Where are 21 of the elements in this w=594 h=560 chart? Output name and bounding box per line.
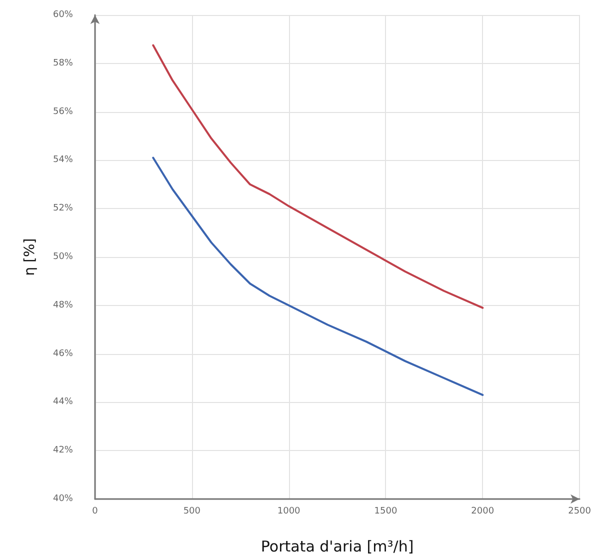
x-tick-label: 2500 <box>568 506 592 516</box>
line-series <box>152 44 484 309</box>
y-tick-label: 40% <box>52 494 74 504</box>
y-tick-label: 60% <box>52 10 74 20</box>
y-tick-label: 46% <box>52 348 74 359</box>
y-tick-label: 52% <box>52 204 74 214</box>
x-tick-label: 1500 <box>374 506 398 516</box>
y-tick-label: 48% <box>52 300 74 310</box>
y-axis-title: η [%] <box>22 238 38 276</box>
x-tick-label: 1000 <box>277 506 301 516</box>
line-series <box>152 156 484 396</box>
y-tick-label: 58% <box>52 58 74 68</box>
x-tick-label: 0 <box>92 506 98 516</box>
x-tick-label: 2000 <box>471 506 494 516</box>
x-axis-title: Portata d'aria [m³/h] <box>260 538 414 556</box>
y-tick-label: 54% <box>52 155 74 166</box>
y-tick-label: 44% <box>52 397 74 408</box>
y-tick-label: 50% <box>52 252 74 262</box>
x-tick-label: 500 <box>183 506 201 516</box>
y-tick-label: 56% <box>52 106 74 117</box>
y-tick-label: 42% <box>52 446 74 456</box>
